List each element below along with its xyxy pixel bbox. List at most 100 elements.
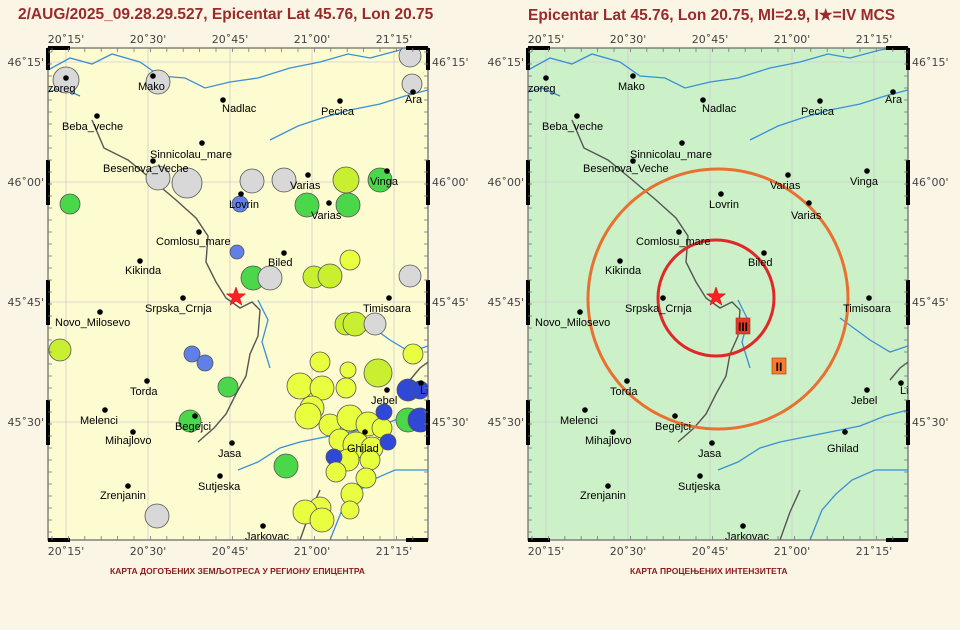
- city-marker: Zrenjanin: [100, 483, 146, 502]
- city-label: Ara: [405, 94, 423, 106]
- lat-tick-label: 45˚45': [912, 296, 949, 309]
- epicenter-star: [705, 286, 727, 306]
- city-marker: Melenci: [560, 407, 598, 427]
- city-marker: Beba_veche: [542, 113, 603, 133]
- lon-tick-label: 20˚30': [130, 545, 167, 558]
- city-label: Ghilad: [827, 443, 859, 455]
- lat-tick-label: 46˚15': [432, 56, 469, 69]
- city-marker: Nadlac: [700, 97, 737, 115]
- city-label: Zrenjanin: [100, 490, 146, 502]
- city-marker: Varias: [311, 200, 342, 222]
- intensity-iii-isoline: [656, 238, 776, 358]
- lat-tick-label: 45˚30': [487, 416, 524, 429]
- lon-tick-label: 21˚00': [294, 33, 331, 46]
- lon-tick-label: 20˚45': [692, 33, 729, 46]
- epicenter-star: [225, 286, 247, 306]
- lon-tick-label: 20˚15': [528, 545, 565, 558]
- city-label: Novo_Milosevo: [55, 317, 130, 329]
- left-earthquake-map: zoreg Mako Nadlac Pecica Ara Beba_veche Sinnic…: [7, 33, 468, 558]
- earthquake-marker: [355, 467, 377, 489]
- earthquake-marker: [229, 244, 245, 260]
- city-label: Srpska_Crnja: [145, 303, 213, 315]
- earthquake-marker: [407, 407, 428, 433]
- city-label: Ghilad: [347, 443, 379, 455]
- city-marker: Timisoara: [363, 295, 412, 315]
- city-label: Nadlac: [222, 103, 257, 115]
- city-label: Torda: [130, 386, 158, 398]
- city-marker: Sinnicolau_mare: [150, 140, 232, 161]
- city-marker: zoreg: [528, 75, 556, 95]
- city-label: Varias: [791, 210, 822, 222]
- city-label: Mihajlovo: [585, 435, 631, 447]
- city-label: Biled: [268, 257, 292, 269]
- city-marker: Kikinda: [125, 258, 162, 277]
- city-marker: Jasa: [218, 440, 242, 460]
- intensity-zone-label: II: [771, 357, 787, 375]
- city-marker: Besenova_Veche: [583, 158, 669, 175]
- city-label: Begejci: [655, 421, 691, 433]
- intensity-ii-isoline: [586, 167, 850, 431]
- city-marker: Mihajlovo: [585, 429, 631, 447]
- city-label: Lieb: [900, 385, 921, 397]
- city-label: Comlosu_mare: [636, 236, 711, 248]
- city-label: Jasa: [218, 448, 242, 460]
- city-label: Beba_veche: [542, 121, 603, 133]
- city-marker: Lovrin: [709, 191, 739, 211]
- city-marker: Novo_Milosevo: [535, 309, 610, 329]
- earthquake-marker: [375, 403, 393, 421]
- city-label: Lovrin: [709, 199, 739, 211]
- earthquake-marker: [217, 376, 239, 398]
- city-label: Timisoara: [363, 303, 412, 315]
- city-marker: Varias: [290, 172, 321, 192]
- lat-tick-label: 46˚15': [487, 56, 524, 69]
- city-marker: Ghilad: [827, 429, 859, 455]
- city-label: Varias: [770, 180, 801, 192]
- city-label: Novo_Milosevo: [535, 317, 610, 329]
- earthquake-marker: [144, 503, 170, 529]
- city-marker: Varias: [791, 200, 822, 222]
- lat-tick-label: 45˚45': [487, 296, 524, 309]
- city-marker: Mihajlovo: [105, 429, 151, 447]
- city-label: Varias: [290, 180, 321, 192]
- city-label: Kikinda: [605, 265, 642, 277]
- city-label: Srpska_Crnja: [625, 303, 693, 315]
- earthquake-marker: [286, 372, 314, 400]
- earthquake-marker: [294, 192, 320, 218]
- city-marker: Besenova_Veche: [103, 158, 189, 175]
- city-marker: Vinga: [370, 168, 399, 188]
- earthquake-marker: [339, 249, 361, 271]
- city-label: Mako: [138, 81, 165, 93]
- earthquake-marker: [332, 166, 360, 194]
- city-marker: Sinnicolau_mare: [630, 140, 712, 161]
- city-marker: Jebel: [371, 387, 397, 407]
- city-marker: Sutjeska: [678, 473, 721, 493]
- city-marker: Torda: [130, 378, 158, 398]
- earthquake-marker: [257, 265, 283, 291]
- city-label: Torda: [610, 386, 638, 398]
- city-marker: Nadlac: [220, 97, 257, 115]
- earthquake-marker: [398, 48, 422, 68]
- earthquake-marker: [340, 500, 360, 520]
- city-marker: Lieb: [898, 380, 921, 397]
- city-marker: Mako: [138, 73, 165, 93]
- lon-tick-label: 21˚15': [856, 545, 893, 558]
- lon-tick-label: 20˚15': [48, 33, 85, 46]
- city-label: Begejci: [175, 421, 211, 433]
- lon-tick-label: 20˚15': [48, 545, 85, 558]
- intensity-zone-text: III: [738, 320, 748, 334]
- city-label: Mako: [618, 81, 645, 93]
- earthquake-marker: [402, 343, 424, 365]
- city-marker: Pecica: [801, 98, 835, 118]
- city-label: Pecica: [801, 106, 835, 118]
- lat-tick-label: 45˚30': [7, 416, 44, 429]
- city-marker: Timisoara: [843, 295, 892, 315]
- lon-tick-label: 20˚45': [212, 33, 249, 46]
- left-map-caption: КАРТА ДОГОЂЕНИХ ЗЕМЉОТРЕСА У РЕГИОНУ ЕПИ…: [110, 566, 365, 576]
- earthquake-markers: [48, 48, 428, 533]
- city-label: Pecica: [321, 106, 355, 118]
- earthquake-marker: [59, 193, 81, 215]
- city-label: Lovrin: [229, 199, 259, 211]
- lat-tick-label: 45˚45': [7, 296, 44, 309]
- city-label: Kikinda: [125, 265, 162, 277]
- city-marker: Srpska_Crnja: [145, 295, 213, 315]
